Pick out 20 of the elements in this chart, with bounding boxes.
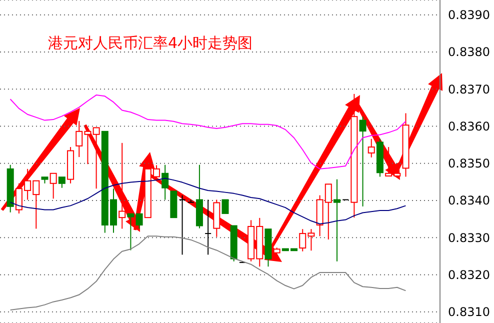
candlestick xyxy=(204,199,212,256)
y-tick-label: 0.8390 xyxy=(448,8,490,22)
y-tick-label: 0.8330 xyxy=(448,230,490,245)
y-tick-label: 0.8370 xyxy=(448,82,490,96)
line-series xyxy=(10,94,406,170)
y-tick-label: 0.8350 xyxy=(448,156,490,171)
text: 港元对人民币汇率4小时走势图 xyxy=(48,34,253,53)
y-tick-label: 0.8360 xyxy=(448,119,490,134)
candlestick xyxy=(118,142,126,230)
y-tick-label: 0.8310 xyxy=(448,305,490,320)
y-tick-label: 0.8340 xyxy=(448,194,490,208)
candlestick xyxy=(350,93,358,218)
candlestick xyxy=(162,164,169,200)
y-tick-label: 0.8380 xyxy=(448,45,490,60)
line-series xyxy=(10,236,406,311)
y-tick-label: 0.8320 xyxy=(448,268,490,282)
candlestick xyxy=(402,112,410,178)
candlestick xyxy=(334,178,340,262)
candlestick xyxy=(196,164,203,229)
candlestick xyxy=(359,116,366,207)
